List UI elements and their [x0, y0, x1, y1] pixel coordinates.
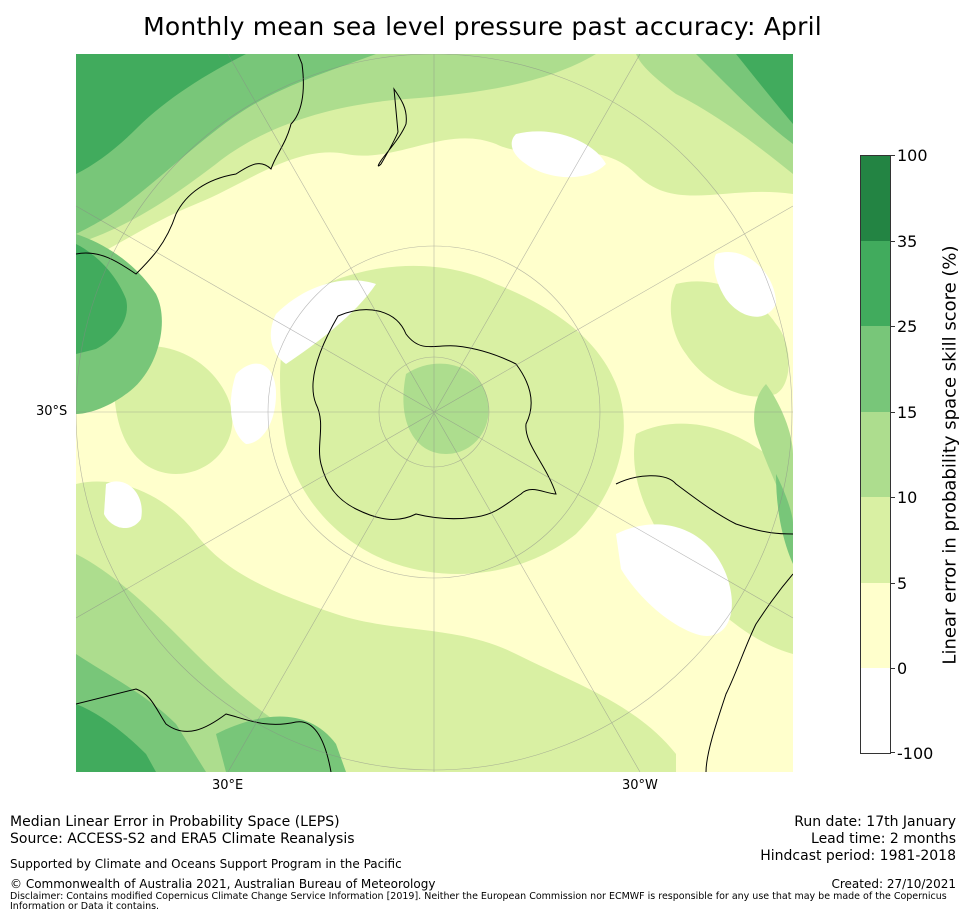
colorbar-tick-neg100: -100	[897, 744, 934, 763]
colorbar-label: Linear error in probability space skill …	[939, 245, 961, 665]
australia-coastline	[76, 54, 304, 275]
map-panel[interactable]	[76, 54, 793, 772]
colorbar	[860, 155, 890, 753]
colorbar-tick-15: 15	[897, 403, 918, 422]
chart-title: Monthly mean sea level pressure past acc…	[143, 12, 822, 41]
colorbar-tick-mark	[890, 412, 895, 413]
colorbar-bin-5-10	[860, 497, 890, 583]
colorbar-tick-35: 35	[897, 232, 918, 251]
footer-hindcast: Hindcast period: 1981-2018	[760, 848, 956, 864]
antarctica-coastline	[312, 309, 557, 520]
south-america-coastline	[615, 475, 793, 772]
footer-method: Median Linear Error in Probability Space…	[10, 814, 340, 830]
footer-created: Created: 27/10/2021	[831, 877, 956, 891]
footer-copyright: © Commonwealth of Australia 2021, Austra…	[10, 877, 436, 891]
colorbar-bin-neg100-0	[860, 668, 890, 753]
colorbar-bin-35-100	[860, 155, 890, 241]
colorbar-tick-mark	[890, 497, 895, 498]
colorbar-bin-10-15	[860, 412, 890, 497]
africa-coastline	[76, 688, 332, 772]
footer-source: Source: ACCESS-S2 and ERA5 Climate Reana…	[10, 831, 355, 847]
colorbar-tick-mark	[890, 668, 895, 669]
colorbar-tick-0: 0	[897, 659, 908, 678]
lat-label-30s: 30°S	[36, 404, 68, 419]
skill-negative-region	[104, 131, 776, 636]
footer-lead-time: Lead time: 2 months	[811, 831, 956, 847]
colorbar-tick-25: 25	[897, 317, 918, 336]
new-zealand-coastline	[377, 87, 407, 167]
lon-label-30e: 30°E	[212, 778, 244, 793]
colorbar-tick-10: 10	[897, 488, 918, 507]
colorbar-bin-15-25	[860, 326, 890, 412]
colorbar-tick-mark	[890, 241, 895, 242]
colorbar-tick-5: 5	[897, 574, 908, 593]
footer-run-date: Run date: 17th January	[794, 814, 956, 830]
colorbar-tick-100: 100	[897, 146, 928, 165]
lon-label-30w: 30°W	[622, 778, 658, 793]
colorbar-tick-mark	[890, 155, 895, 156]
footer-disclaimer: Disclaimer: Contains modified Copernicus…	[10, 891, 947, 912]
map-canvas	[76, 54, 793, 772]
colorbar-tick-mark	[890, 583, 895, 584]
colorbar-bin-25-35	[860, 241, 890, 326]
footer-support: Supported by Climate and Oceans Support …	[10, 857, 402, 871]
colorbar-bin-0-5	[860, 583, 890, 668]
colorbar-tick-mark	[890, 326, 895, 327]
colorbar-tick-mark	[890, 752, 895, 753]
skill-25-35-region	[76, 54, 793, 772]
graticule	[76, 54, 793, 772]
